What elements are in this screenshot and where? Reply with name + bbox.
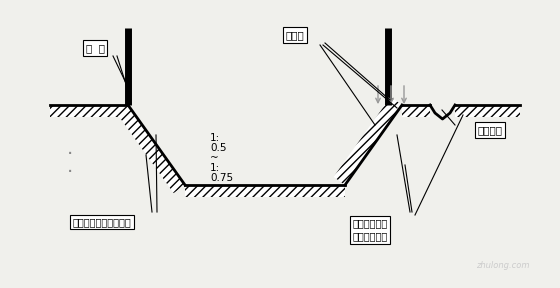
Polygon shape (455, 105, 520, 117)
Text: ~: ~ (210, 153, 219, 163)
Polygon shape (402, 105, 430, 117)
Text: 1:: 1: (210, 163, 220, 173)
Text: 观察坑壁边缘
有无松散崩落: 观察坑壁边缘 有无松散崩落 (352, 218, 388, 242)
Text: ·: · (67, 162, 73, 181)
Text: 护  栏: 护 栏 (86, 43, 105, 53)
Text: 设护道: 设护道 (286, 30, 305, 40)
Polygon shape (50, 105, 128, 117)
Text: 0.5: 0.5 (210, 143, 226, 153)
Text: 设截水沟: 设截水沟 (478, 125, 502, 135)
Text: ·: · (67, 145, 73, 164)
Polygon shape (116, 105, 185, 193)
Text: zhulong.com: zhulong.com (477, 261, 530, 270)
Polygon shape (185, 185, 345, 197)
Text: 0.75: 0.75 (210, 173, 233, 183)
Text: 1:: 1: (210, 133, 220, 143)
Polygon shape (334, 97, 402, 185)
Text: 观察坑壁边缘有无裂缝: 观察坑壁边缘有无裂缝 (73, 217, 132, 227)
